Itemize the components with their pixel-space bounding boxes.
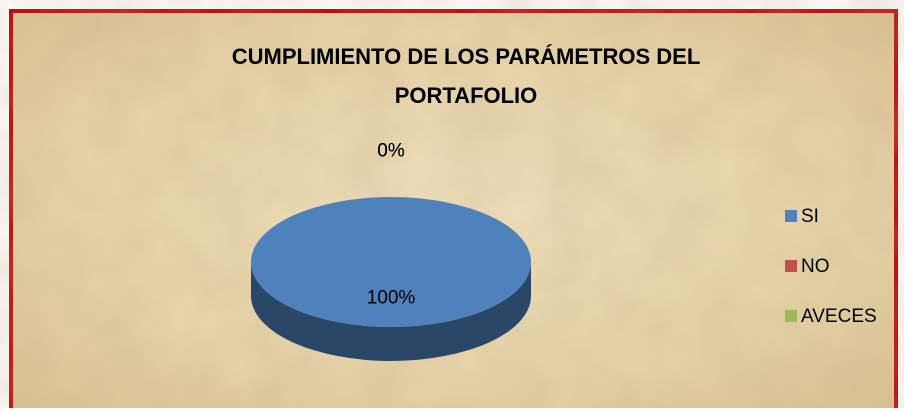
legend-swatch — [785, 210, 797, 222]
legend-label: AVECES — [801, 306, 877, 327]
pie-side — [251, 262, 531, 361]
legend-swatch — [785, 260, 797, 272]
chart-title: CUMPLIMIENTO DE LOS PARÁMETROS DEL — [232, 44, 701, 69]
chart-title: PORTAFOLIO — [395, 83, 538, 108]
data-label: 0% — [377, 141, 405, 162]
data-label: 100% — [367, 288, 416, 309]
legend-label: SI — [801, 206, 819, 227]
legend-swatch — [785, 310, 797, 322]
legend-label: NO — [801, 256, 830, 277]
data-label: 0% — [377, 141, 405, 162]
pie-slice — [251, 197, 531, 327]
